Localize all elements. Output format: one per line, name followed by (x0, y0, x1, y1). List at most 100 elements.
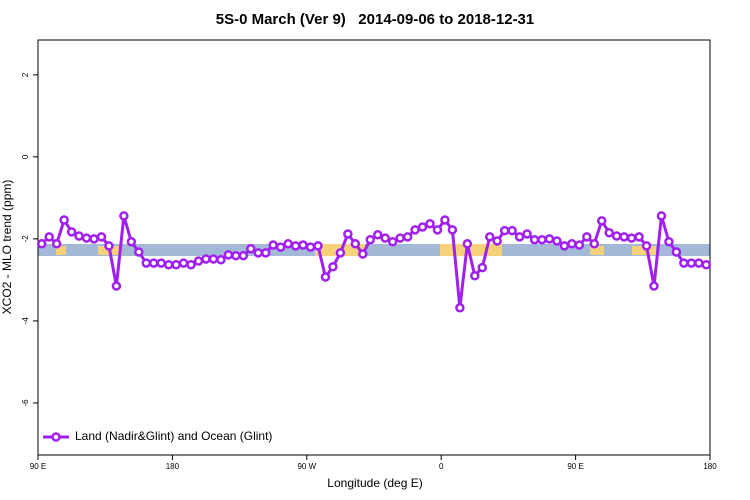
point (171, 259, 181, 270)
point (44, 232, 54, 242)
point (574, 240, 585, 250)
y-axis-label: XCO2 - MLO trend (ppm) (0, 180, 14, 315)
point (126, 237, 137, 247)
point (596, 216, 607, 226)
point (275, 242, 286, 252)
point (141, 258, 152, 268)
point (671, 247, 682, 257)
point (119, 211, 129, 221)
point (589, 239, 600, 249)
plot-frame (37, 39, 711, 456)
point (567, 239, 577, 249)
point (89, 234, 99, 244)
point (679, 258, 689, 268)
point (604, 227, 614, 238)
point (664, 237, 674, 247)
point (440, 215, 450, 225)
point (447, 225, 458, 235)
point (507, 225, 517, 236)
point (193, 256, 204, 266)
y-tick-label: 2 (21, 72, 30, 77)
point (290, 241, 301, 251)
point (432, 225, 443, 235)
point (380, 233, 390, 243)
point (395, 233, 405, 243)
point (148, 258, 159, 268)
point (231, 250, 241, 261)
x-tick-label: 90 E (30, 462, 46, 471)
point (201, 254, 211, 264)
point (298, 240, 308, 250)
point (686, 258, 697, 268)
point (156, 258, 166, 268)
point (66, 227, 77, 237)
point (81, 233, 92, 243)
map-strip (38, 244, 710, 256)
x-tick-label: 0 (439, 462, 444, 471)
x-tick-label: 90 E (567, 462, 583, 471)
point (104, 241, 114, 251)
point (694, 258, 704, 268)
point (470, 271, 480, 281)
point (350, 239, 361, 249)
point (328, 262, 338, 272)
point (36, 239, 47, 249)
x-tick-label: 90 W (297, 462, 316, 471)
y-tick-label: 0 (21, 154, 30, 159)
legend-label: Land (Nadir&Glint) and Ocean (Glint) (75, 429, 272, 443)
point (74, 231, 84, 241)
point (216, 255, 226, 265)
point (611, 231, 622, 241)
x-tick-label: 180 (703, 462, 717, 471)
point (51, 239, 62, 249)
point (626, 233, 637, 243)
x-axis-label: Longitude (deg E) (327, 476, 422, 490)
y-tick-label: -2 (21, 235, 30, 243)
point (111, 281, 122, 291)
point (619, 232, 629, 242)
point (238, 250, 249, 261)
point (656, 211, 667, 221)
point (343, 229, 353, 239)
point (96, 232, 107, 242)
chart-title: 5S-0 March (Ver 9) 2014-09-06 to 2018-12… (216, 11, 535, 28)
point (634, 232, 644, 242)
point (253, 248, 264, 258)
point (514, 232, 525, 242)
point (163, 259, 174, 270)
point (537, 234, 547, 245)
point (365, 234, 376, 245)
point (268, 240, 278, 250)
point (372, 230, 383, 240)
point (499, 225, 510, 236)
point (134, 247, 144, 257)
point (529, 234, 540, 245)
point (492, 236, 502, 246)
point (641, 241, 652, 251)
point (649, 281, 659, 291)
point (552, 236, 562, 246)
point (425, 218, 435, 229)
point (320, 272, 331, 282)
point (260, 248, 271, 258)
point (410, 225, 420, 235)
point (484, 232, 495, 242)
point (358, 249, 368, 259)
point (223, 250, 234, 260)
point (283, 239, 293, 249)
point (417, 222, 428, 232)
point (559, 241, 570, 251)
point (335, 248, 346, 258)
point (402, 232, 413, 242)
point (178, 258, 189, 268)
point (477, 262, 488, 273)
x-tick-label: 180 (166, 462, 180, 471)
point (246, 243, 256, 254)
point (544, 234, 555, 244)
point (462, 239, 473, 249)
legend-marker (51, 432, 61, 442)
point (305, 242, 316, 252)
point (59, 215, 69, 225)
y-tick-label: -6 (21, 399, 30, 407)
